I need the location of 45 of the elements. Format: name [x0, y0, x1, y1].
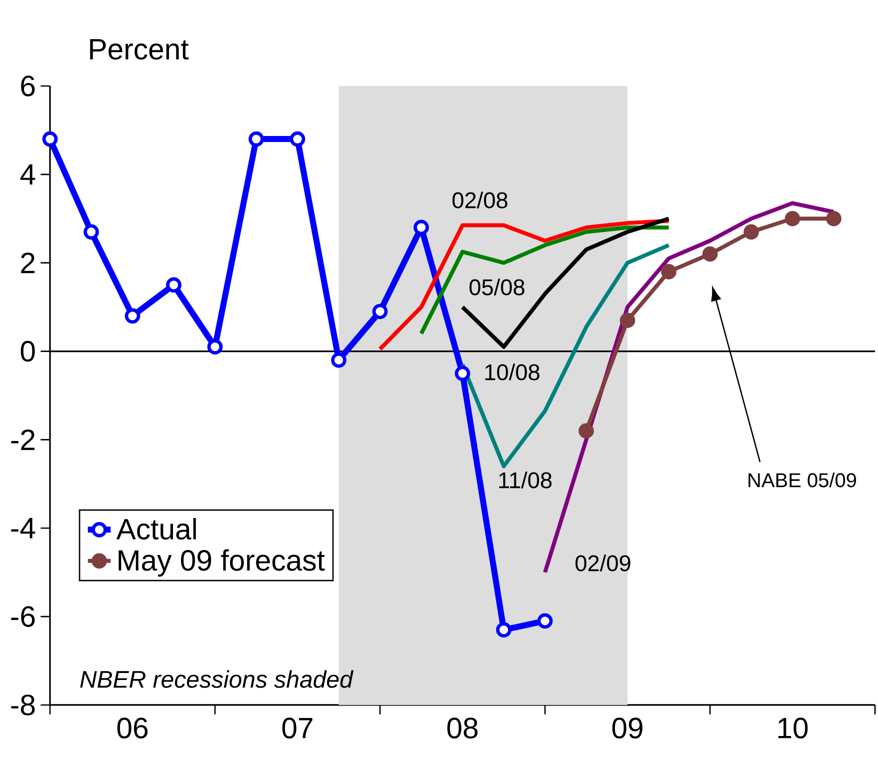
- point: [702, 246, 718, 262]
- x-tick-label: 06: [117, 718, 148, 738]
- point: [578, 423, 594, 439]
- y-tick-label: -2: [11, 429, 35, 450]
- annotation: NABE 05/09: [748, 472, 856, 488]
- y-tick-label: 4: [20, 164, 36, 185]
- annotation: 10/08: [485, 364, 540, 380]
- y-tick-label: 6: [21, 76, 35, 96]
- y-tick-label: -8: [11, 694, 35, 716]
- annotation: 02/09: [576, 554, 630, 572]
- point: [784, 210, 800, 226]
- point: [620, 312, 636, 328]
- line-series: [378, 218, 671, 352]
- point: [372, 304, 388, 320]
- y-tick-label: 0: [20, 340, 35, 362]
- point: [826, 210, 842, 226]
- x-tick-label: 08: [447, 718, 478, 738]
- point: [744, 224, 759, 240]
- y-tick-label: -4: [11, 518, 36, 538]
- point: [248, 131, 264, 147]
- annotation: NBER recessions shaded: [80, 670, 354, 688]
- annotation: 05/08: [470, 278, 524, 296]
- y-tick-label: 2: [21, 252, 35, 274]
- point: [290, 131, 306, 147]
- y-tick-label: -6: [11, 606, 35, 627]
- point: [331, 352, 346, 368]
- x-tick-label: 10: [778, 718, 808, 738]
- x-tick-label: 07: [282, 718, 312, 738]
- point: [496, 622, 512, 638]
- point: [537, 613, 553, 629]
- point: [42, 131, 58, 147]
- annotation: 11/08: [499, 472, 552, 488]
- x-tick-label: 09: [612, 718, 642, 738]
- line-series: [419, 225, 671, 336]
- legend-label: Actual: [116, 518, 196, 540]
- point: [166, 277, 182, 293]
- point: [414, 220, 429, 236]
- point: [124, 308, 140, 324]
- legend-label: May 09 forecast: [118, 549, 325, 577]
- point: [207, 339, 223, 355]
- point: [454, 366, 470, 382]
- annotation: 02/08: [452, 192, 508, 208]
- point: [661, 264, 676, 280]
- point: [84, 224, 99, 240]
- y-axis-title: Percent: [90, 39, 189, 60]
